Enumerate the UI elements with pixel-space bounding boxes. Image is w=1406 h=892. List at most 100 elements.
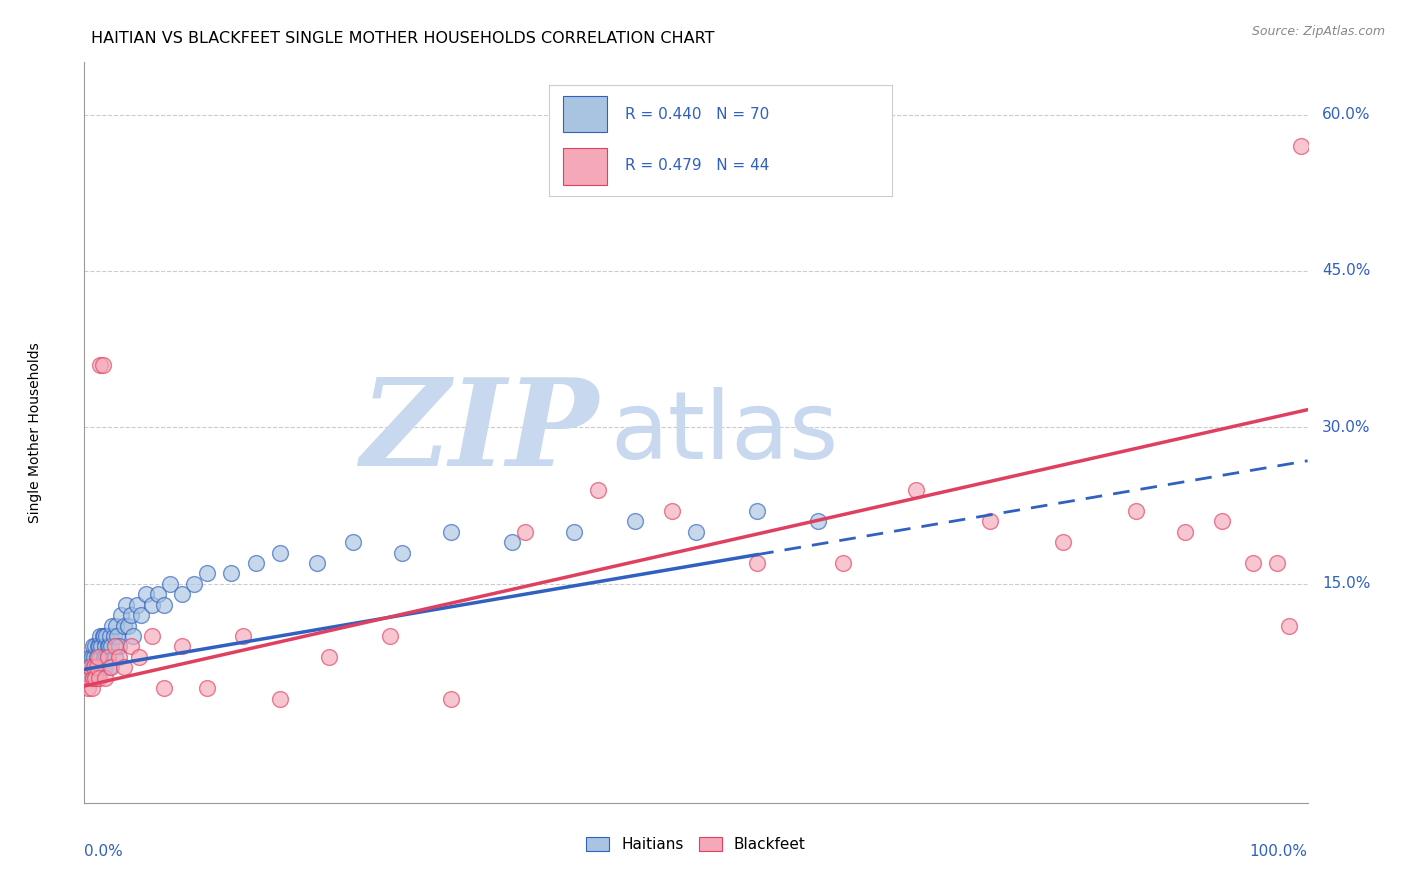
Point <box>245 556 267 570</box>
Point <box>77 660 100 674</box>
Point <box>1241 556 1264 570</box>
Point <box>747 556 769 570</box>
Point <box>77 671 100 685</box>
Point <box>159 577 181 591</box>
Point <box>87 660 110 674</box>
Text: Single Mother Households: Single Mother Households <box>28 343 42 523</box>
Text: atlas: atlas <box>610 386 838 479</box>
Point <box>905 483 928 497</box>
Legend: Haitians, Blackfeet: Haitians, Blackfeet <box>579 830 813 858</box>
Point <box>146 587 169 601</box>
Point <box>82 671 104 685</box>
Point <box>153 681 176 695</box>
Point <box>107 640 129 654</box>
Point <box>82 640 104 654</box>
Point <box>90 660 112 674</box>
Point <box>82 660 104 674</box>
Point <box>93 629 115 643</box>
Text: 60.0%: 60.0% <box>1322 107 1371 122</box>
Point <box>93 649 115 664</box>
Point <box>195 566 218 581</box>
Text: HAITIAN VS BLACKFEET SINGLE MOTHER HOUSEHOLDS CORRELATION CHART: HAITIAN VS BLACKFEET SINGLE MOTHER HOUSE… <box>91 31 714 46</box>
Point <box>100 660 122 674</box>
Point <box>94 640 117 654</box>
Point <box>86 660 108 674</box>
Point <box>80 681 103 695</box>
Point <box>117 618 139 632</box>
Point <box>129 608 152 623</box>
Point <box>1125 504 1147 518</box>
Point <box>172 640 194 654</box>
Point <box>105 629 128 643</box>
Point <box>83 671 105 685</box>
Text: 100.0%: 100.0% <box>1250 844 1308 858</box>
Point <box>83 660 105 674</box>
Point <box>125 598 148 612</box>
Point <box>141 629 163 643</box>
Point <box>101 618 124 632</box>
Point <box>586 483 609 497</box>
Point <box>120 640 142 654</box>
Point <box>513 524 536 539</box>
Point <box>89 629 111 643</box>
Point <box>318 649 340 664</box>
Point <box>110 608 132 623</box>
Point <box>122 629 145 643</box>
Point <box>153 598 176 612</box>
Point <box>685 524 707 539</box>
Point <box>1211 514 1233 528</box>
Point <box>87 640 110 654</box>
Point <box>269 691 291 706</box>
Point <box>96 629 118 643</box>
Point <box>79 660 101 674</box>
Point <box>97 660 120 674</box>
Point <box>219 566 242 581</box>
Point <box>172 587 194 601</box>
Point <box>195 681 218 695</box>
Point <box>807 514 830 528</box>
Text: 15.0%: 15.0% <box>1322 576 1371 591</box>
Point <box>91 660 114 674</box>
Point <box>97 640 120 654</box>
Point <box>87 640 110 654</box>
Point <box>100 640 122 654</box>
Point <box>1174 524 1197 539</box>
Point <box>112 618 135 632</box>
Point <box>90 640 112 654</box>
Point <box>80 671 103 685</box>
Point <box>380 629 402 643</box>
Point <box>84 671 107 685</box>
Text: 45.0%: 45.0% <box>1322 263 1371 278</box>
Point <box>105 618 128 632</box>
Point <box>112 660 135 674</box>
Point <box>87 671 110 685</box>
Text: ZIP: ZIP <box>360 374 598 491</box>
Point <box>440 691 463 706</box>
Point <box>269 545 291 559</box>
Point <box>94 660 117 674</box>
Point <box>83 649 105 664</box>
Point <box>1278 618 1301 632</box>
Point <box>135 587 157 601</box>
Point <box>831 556 853 570</box>
Point <box>86 671 108 685</box>
Point <box>86 649 108 664</box>
Point <box>98 629 121 643</box>
Point <box>80 649 103 664</box>
Point <box>97 640 120 654</box>
Point <box>104 640 127 654</box>
Point <box>305 556 328 570</box>
Point <box>1291 139 1313 153</box>
Point <box>79 660 101 674</box>
Point <box>440 524 463 539</box>
Point <box>747 504 769 518</box>
Point <box>624 514 647 528</box>
Point <box>232 629 254 643</box>
Point <box>107 649 129 664</box>
Point <box>128 649 150 664</box>
Point <box>342 535 364 549</box>
Point <box>96 649 118 664</box>
Point <box>94 671 117 685</box>
Point <box>183 577 205 591</box>
Point <box>979 514 1001 528</box>
